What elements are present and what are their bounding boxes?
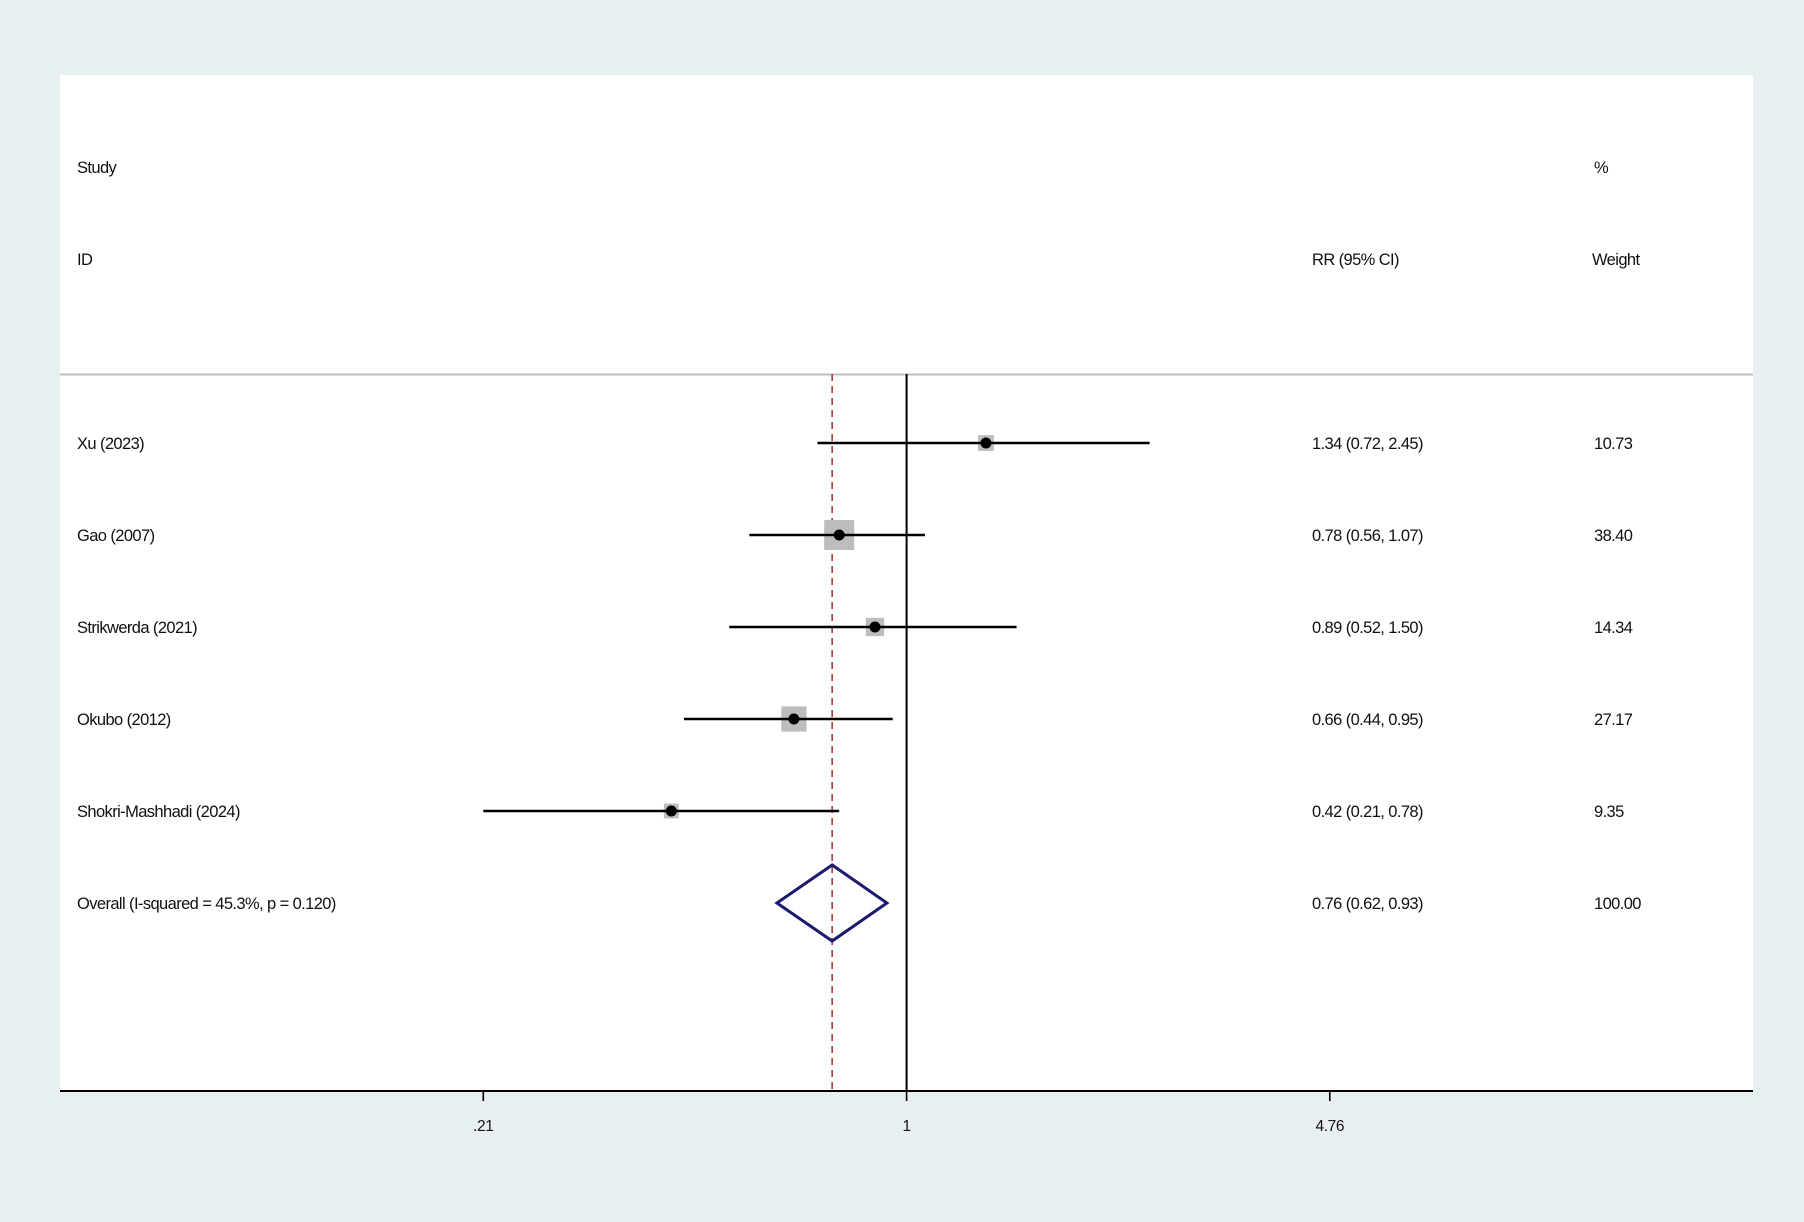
study-weight: 38.40 [1594,527,1633,545]
header-study: Study [77,159,118,177]
point-estimate [869,621,881,633]
study-row: Gao (2007) 0.78 (0.56, 1.07) 38.40 [77,520,1633,550]
study-effect-ci: 0.66 (0.44, 0.95) [1312,711,1423,729]
study-row: Shokri-Mashhadi (2024) 0.42 (0.21, 0.78) 9… [77,803,1625,821]
header-effect: RR (95% CI) [1312,251,1399,269]
plot-marks: Xu (2023) 1.34 (0.72, 2.45) 10.73 Gao (2007… [77,374,1642,1091]
x-tick-label: .21 [473,1118,493,1135]
study-row: Okubo (2012) 0.66 (0.44, 0.95) 27.17 [77,706,1633,732]
study-effect-ci: 0.78 (0.56, 1.07) [1312,527,1423,545]
header-weight-percent: % [1594,159,1609,177]
study-effect-ci: 0.42 (0.21, 0.78) [1312,803,1423,821]
overall-diamond [774,863,890,943]
point-estimate [833,529,845,541]
point-estimate [788,713,800,725]
study-row: Strikwerda (2021) 0.89 (0.52, 1.50) 14.34 [77,617,1633,637]
x-tick-label: 4.76 [1315,1118,1344,1135]
header-weight: Weight [1592,251,1640,269]
study-label: Gao (2007) [77,527,155,545]
overall-label: Overall (I-squared = 45.3%, p = 0.120) [77,895,336,913]
point-estimate [665,805,677,817]
study-row: Xu (2023) 1.34 (0.72, 2.45) 10.73 [77,435,1633,453]
study-label: Okubo (2012) [77,711,171,729]
study-label: Strikwerda (2021) [77,619,197,637]
study-weight: 27.17 [1594,711,1633,729]
x-tick-label: 1 [902,1118,910,1135]
overall-weight: 100.00 [1594,895,1641,913]
header-id: ID [77,251,93,269]
overall-effect-ci: 0.76 (0.62, 0.93) [1312,895,1423,913]
study-label: Shokri-Mashhadi (2024) [77,803,240,821]
point-estimate [980,437,992,449]
study-effect-ci: 1.34 (0.72, 2.45) [1312,435,1423,453]
study-label: Xu (2023) [77,435,144,453]
study-effect-ci: 0.89 (0.52, 1.50) [1312,619,1423,637]
study-weight: 14.34 [1594,619,1633,637]
study-weight: 10.73 [1594,435,1633,453]
overall-row: Overall (I-squared = 45.3%, p = 0.120) 0.… [77,863,1642,943]
x-axis: .21 1 4.76 [473,1091,1344,1135]
study-weight: 9.35 [1594,803,1624,821]
